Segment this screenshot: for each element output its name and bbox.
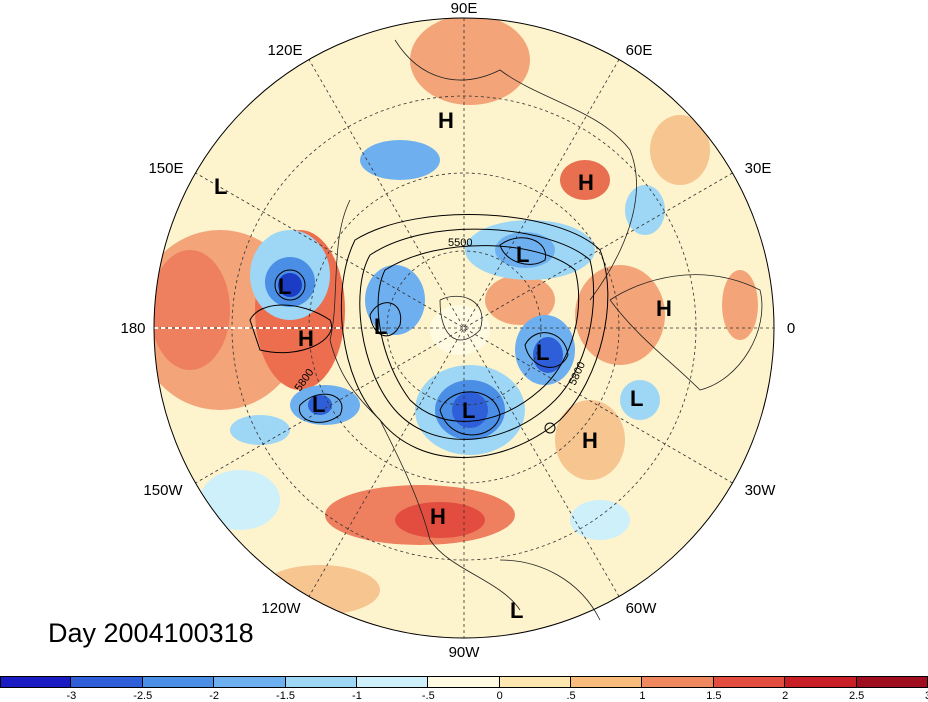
colorbar-tick-label: -3 — [66, 690, 77, 702]
high-pressure-marker: H — [578, 170, 594, 195]
low-pressure-marker: L — [536, 340, 549, 365]
colorbar-tick-label: 2 — [782, 690, 789, 702]
longitude-label: 60E — [626, 42, 653, 59]
longitude-label: 120E — [267, 42, 302, 59]
low-pressure-marker: L — [214, 174, 227, 199]
longitude-label: 0 — [787, 320, 795, 337]
longitude-label: 90E — [451, 0, 478, 17]
colorbar-tick-label: -1.5 — [276, 690, 296, 702]
low-pressure-marker: L — [374, 314, 387, 339]
colorbar-swatch — [356, 676, 429, 688]
colorbar-tick-label: -1 — [352, 690, 362, 702]
low-pressure-marker: L — [630, 386, 643, 411]
colorbar-tick-label: .5 — [566, 690, 576, 702]
colorbar-tick-label: 1.5 — [706, 690, 722, 702]
colorbar-swatch — [285, 676, 357, 688]
low-pressure-marker: L — [278, 274, 291, 299]
longitude-label: 30E — [745, 160, 772, 177]
coastlines — [329, 39, 763, 621]
high-pressure-marker: H — [582, 428, 598, 453]
colorbar-tick-label: -2 — [209, 690, 220, 702]
colorbar-tick-label: 2.5 — [848, 690, 865, 702]
high-pressure-marker: H — [298, 326, 314, 351]
colorbar-frame — [0, 676, 928, 688]
colorbar-tick-label: 1 — [639, 690, 646, 702]
high-pressure-marker: H — [430, 504, 446, 529]
longitude-label: 90W — [449, 644, 481, 661]
colorbar-swatch — [428, 676, 500, 688]
low-pressure-marker: L — [516, 242, 529, 267]
colorbar-swatch — [71, 676, 143, 688]
colorbar-swatch — [142, 676, 215, 688]
colorbar-tick-label: -2.5 — [133, 690, 153, 702]
date-title: Day 2004100318 — [48, 618, 254, 648]
colorbar-swatch — [0, 676, 72, 688]
low-pressure-marker: L — [462, 398, 475, 423]
colorbar-tick-label: 0 — [496, 690, 503, 702]
colorbar-swatch — [499, 676, 572, 688]
longitude-label: 30W — [745, 482, 777, 499]
high-pressure-marker: H — [438, 108, 454, 133]
high-pressure-marker: H — [656, 296, 672, 321]
contour-label: 5500 — [448, 237, 472, 249]
height-contours — [249, 214, 609, 458]
low-pressure-marker: L — [510, 598, 523, 623]
map-border — [153, 17, 775, 639]
colorbar-swatch — [785, 676, 857, 688]
low-pressure-marker: L — [312, 392, 325, 417]
longitude-label: 180 — [120, 320, 145, 337]
longitude-label: 150E — [148, 160, 183, 177]
longitude-label: 150W — [143, 482, 183, 499]
longitude-label: 120W — [261, 600, 301, 617]
colorbar: -3 -2.5 -2 -1.5 -1 -.5 0 .5 1 1.5 2 2.5 3 — [0, 676, 928, 702]
colorbar-swatch — [713, 676, 786, 688]
colorbar-tick-label: -.5 — [421, 690, 435, 702]
colorbar-swatch — [214, 676, 286, 688]
colorbar-swatch — [642, 676, 714, 688]
colorbar-tick-label: 3 — [925, 690, 928, 702]
longitude-label: 60W — [626, 600, 658, 617]
colorbar-swatch — [571, 676, 643, 688]
